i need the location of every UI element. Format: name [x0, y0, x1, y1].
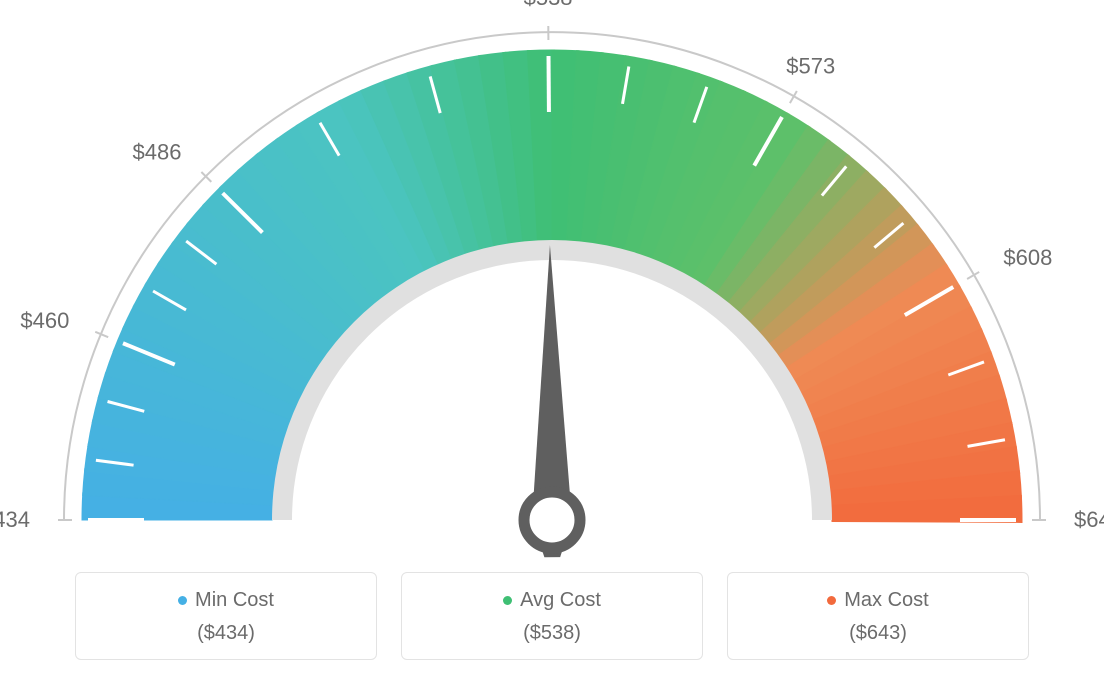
legend-dot-min — [178, 596, 187, 605]
legend-row: Min Cost ($434) Avg Cost ($538) Max Cost… — [0, 572, 1104, 660]
legend-title-max: Max Cost — [827, 589, 928, 612]
svg-text:$434: $434 — [0, 507, 30, 532]
svg-text:$608: $608 — [1003, 245, 1052, 270]
legend-label-min: Min Cost — [195, 589, 274, 612]
cost-gauge-widget: $434 $460 $486 $538 $573 $608 $643 Min Cost ($… — [0, 0, 1104, 690]
legend-value-min: ($434) — [76, 622, 376, 645]
legend-card-avg: Avg Cost ($538) — [401, 572, 703, 660]
legend-dot-avg — [503, 596, 512, 605]
legend-card-max: Max Cost ($643) — [727, 572, 1029, 660]
legend-dot-max — [827, 596, 836, 605]
legend-value-avg: ($538) — [402, 622, 702, 645]
legend-title-avg: Avg Cost — [503, 589, 601, 612]
svg-text:$538: $538 — [524, 0, 573, 10]
gauge-chart: $434 $460 $486 $538 $573 $608 $643 — [0, 0, 1104, 560]
legend-value-max: ($643) — [728, 622, 1028, 645]
svg-text:$486: $486 — [133, 139, 182, 164]
legend-card-min: Min Cost ($434) — [75, 572, 377, 660]
svg-text:$573: $573 — [786, 54, 835, 79]
legend-title-min: Min Cost — [178, 589, 274, 612]
legend-label-avg: Avg Cost — [520, 589, 601, 612]
svg-text:$460: $460 — [20, 308, 69, 333]
svg-text:$643: $643 — [1074, 507, 1104, 532]
legend-label-max: Max Cost — [844, 589, 928, 612]
